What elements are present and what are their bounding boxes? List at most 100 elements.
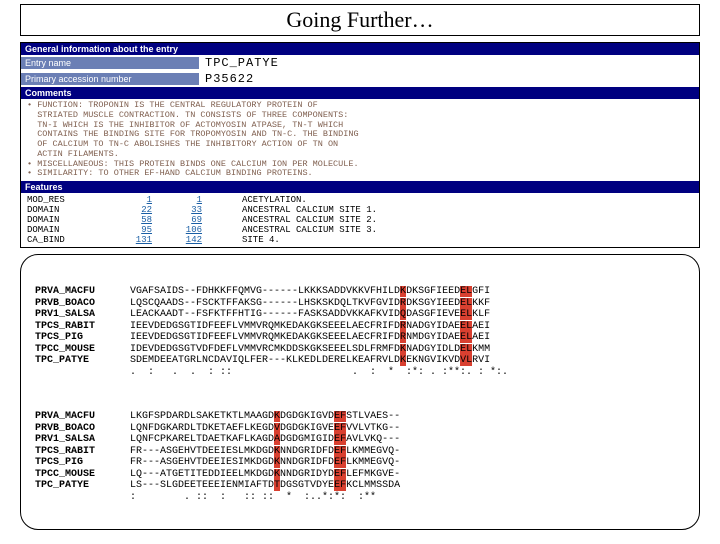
feature-key: MOD_RES bbox=[27, 195, 102, 205]
highlight: EL bbox=[460, 309, 472, 320]
highlight: EF bbox=[334, 457, 346, 468]
highlight: VL bbox=[460, 355, 472, 366]
sequence-row: TPCS_PIGIEEVDEDGSGTIDFEEFLVMMVRQMKEDAKGK… bbox=[35, 332, 685, 344]
highlight: K bbox=[400, 286, 406, 297]
sequence-label: TPCC_MOUSE bbox=[35, 469, 130, 481]
sequence-row: TPC_PATYELS---SLGDEETEEEIENMIAFTDTDGSGTV… bbox=[35, 480, 685, 492]
feature-key: DOMAIN bbox=[27, 215, 102, 225]
sequence-text: LKGFSPDARDLSAKETKTLMAAGDKDGDGKIGVDEFSTLV… bbox=[130, 411, 400, 423]
features-header: Features bbox=[21, 181, 699, 193]
database-panel: General information about the entry Entr… bbox=[20, 42, 700, 248]
highlight: Q bbox=[400, 309, 406, 320]
sequence-row: PRVA_MACFUVGAFSAIDS--FDHKKFFQMVG------LK… bbox=[35, 286, 685, 298]
feature-desc: ACETYLATION. bbox=[202, 195, 307, 205]
sequence-text: LQ---ATGETITEDDIEELMKDGDKNNDGRIDYDEFLEFM… bbox=[130, 469, 400, 481]
highlight: EL bbox=[460, 321, 472, 332]
sequence-text: IEEVDEDGSGTIDFEEFLVMMVRQMKEDAKGKSEEELAEC… bbox=[130, 321, 490, 333]
comments-header: Comments bbox=[21, 87, 699, 99]
feature-key: DOMAIN bbox=[27, 225, 102, 235]
highlight: R bbox=[400, 298, 406, 309]
sequence-label: TPC_PATYE bbox=[35, 480, 130, 492]
feature-from: 1 bbox=[102, 195, 152, 205]
features-table: MOD_RES11ACETYLATION.DOMAIN2233ANCESTRAL… bbox=[21, 193, 699, 247]
sequence-label: TPCC_MOUSE bbox=[35, 344, 130, 356]
sequence-row: PRVA_MACFULKGFSPDARDLSAKETKTLMAAGDKDGDGK… bbox=[35, 411, 685, 423]
feature-to: 106 bbox=[152, 225, 202, 235]
alignment-panel: PRVA_MACFU VGAFSAIDS--FDHKKFFQMVG------LK… bbox=[20, 254, 700, 530]
general-info-header: General information about the entry bbox=[21, 43, 699, 55]
consensus-text: : . :: : :: :: * :..*:*: :** bbox=[130, 492, 376, 504]
sequence-label: TPCS_RABIT bbox=[35, 321, 130, 333]
sequence-label: TPCS_RABIT bbox=[35, 446, 130, 458]
sequence-row: PRV1_SALSALQNFCPKARELTDAETKAFLKAGDADGDGM… bbox=[35, 434, 685, 446]
feature-desc: ANCESTRAL CALCIUM SITE 2. bbox=[202, 215, 377, 225]
sequence-text: FR---ASGEHVTDEEIESIMKDGDKNNDGRIDFDEFLKMM… bbox=[130, 457, 400, 469]
highlight: V bbox=[274, 423, 280, 434]
sequence-row: TPCS_RABITIEEVDEDGSGTIDFEEFLVMMVRQMKEDAK… bbox=[35, 321, 685, 333]
feature-from: 131 bbox=[102, 235, 152, 245]
feature-row: CA_BIND131142SITE 4. bbox=[27, 235, 693, 245]
highlight: EL bbox=[460, 344, 472, 355]
feature-desc: ANCESTRAL CALCIUM SITE 1. bbox=[202, 205, 377, 215]
sequence-row: PRVB_BOACOLQSCQAADS--FSCKTFFAKSG------LH… bbox=[35, 298, 685, 310]
highlight: EF bbox=[334, 411, 346, 422]
feature-from: 58 bbox=[102, 215, 152, 225]
highlight: T bbox=[274, 480, 280, 491]
highlight: EL bbox=[460, 286, 472, 297]
feature-key: DOMAIN bbox=[27, 205, 102, 215]
alignment-block-1: PRVA_MACFUVGAFSAIDS--FDHKKFFQMVG------LK… bbox=[35, 286, 685, 378]
sequence-text: LEACKAADT--FSFKTFFHTIG------FASKSADDVKKA… bbox=[130, 309, 490, 321]
accession-row: Primary accession number P35622 bbox=[21, 71, 699, 87]
feature-desc: ANCESTRAL CALCIUM SITE 3. bbox=[202, 225, 377, 235]
feature-row: DOMAIN95106ANCESTRAL CALCIUM SITE 3. bbox=[27, 225, 693, 235]
sequence-row: TPCS_PIGFR---ASGEHVTDEEIESIMKDGDKNNDGRID… bbox=[35, 457, 685, 469]
highlight: K bbox=[400, 355, 406, 366]
feature-from: 22 bbox=[102, 205, 152, 215]
sequence-text: VGAFSAIDS--FDHKKFFQMVG------LKKKSADDVKKV… bbox=[130, 286, 490, 298]
sequence-label: PRVB_BOACO bbox=[35, 423, 130, 435]
page-title: Going Further… bbox=[20, 4, 700, 36]
feature-key: CA_BIND bbox=[27, 235, 102, 245]
feature-to: 33 bbox=[152, 205, 202, 215]
highlight: R bbox=[400, 332, 406, 343]
sequence-label: TPC_PATYE bbox=[35, 355, 130, 367]
accession-label: Primary accession number bbox=[21, 73, 199, 85]
highlight: R bbox=[400, 321, 406, 332]
sequence-text: LS---SLGDEETEEEIENMIAFTDTDGSGTVDYEEFKCLM… bbox=[130, 480, 400, 492]
sequence-text: LQSCQAADS--FSCKTFFAKSG------LHSKSKDQLTKV… bbox=[130, 298, 490, 310]
highlight: K bbox=[274, 469, 280, 480]
sequence-label: PRVB_BOACO bbox=[35, 298, 130, 310]
highlight: EL bbox=[460, 332, 472, 343]
highlight: K bbox=[274, 411, 280, 422]
sequence-label: TPCS_PIG bbox=[35, 457, 130, 469]
feature-row: DOMAIN2233ANCESTRAL CALCIUM SITE 1. bbox=[27, 205, 693, 215]
highlight: EF bbox=[334, 423, 346, 434]
sequence-text: LQNFDGKARDLTDKETAEFLKEGDVDGDGKIGVEEFVVLV… bbox=[130, 423, 400, 435]
feature-to: 1 bbox=[152, 195, 202, 205]
sequence-label: PRV1_SALSA bbox=[35, 434, 130, 446]
highlight: K bbox=[274, 457, 280, 468]
entry-name-value: TPC_PATYE bbox=[199, 55, 285, 71]
highlight: EF bbox=[334, 434, 346, 445]
sequence-row: TPCC_MOUSEIDEVDEDGSGTVDFDEFLVMMVRCMKDDSK… bbox=[35, 344, 685, 356]
consensus-row: : . :: : :: :: * :..*:*: :** bbox=[35, 492, 685, 504]
consensus-text: . : . . : :: . : * :*: . :**:. : *:. bbox=[130, 367, 508, 379]
sequence-text: IEEVDEDGSGTIDFEEFLVMMVRQMKEDAKGKSEEELAEC… bbox=[130, 332, 490, 344]
sequence-text: SDEMDEEATGRLNCDAVIQLFER---KLKEDLDERELKEA… bbox=[130, 355, 490, 367]
alignment-block-2: PRVA_MACFULKGFSPDARDLSAKETKTLMAAGDKDGDGK… bbox=[35, 411, 685, 503]
feature-desc: SITE 4. bbox=[202, 235, 280, 245]
feature-to: 142 bbox=[152, 235, 202, 245]
comments-text: • FUNCTION: TROPONIN IS THE CENTRAL REGU… bbox=[21, 99, 699, 181]
sequence-label: TPCS_PIG bbox=[35, 332, 130, 344]
highlight: EF bbox=[334, 469, 346, 480]
highlight: EF bbox=[334, 446, 346, 457]
sequence-label: PRV1_SALSA bbox=[35, 309, 130, 321]
highlight: EL bbox=[460, 298, 472, 309]
feature-row: DOMAIN5869ANCESTRAL CALCIUM SITE 2. bbox=[27, 215, 693, 225]
sequence-row: TPC_PATYESDEMDEEATGRLNCDAVIQLFER---KLKED… bbox=[35, 355, 685, 367]
feature-to: 69 bbox=[152, 215, 202, 225]
feature-row: MOD_RES11ACETYLATION. bbox=[27, 195, 693, 205]
sequence-text: IDEVDEDGSGTVDFDEFLVMMVRCMKDDSKGKSEEELSDL… bbox=[130, 344, 490, 356]
entry-name-label: Entry name bbox=[21, 57, 199, 69]
sequence-label: PRVA_MACFU bbox=[35, 411, 130, 423]
